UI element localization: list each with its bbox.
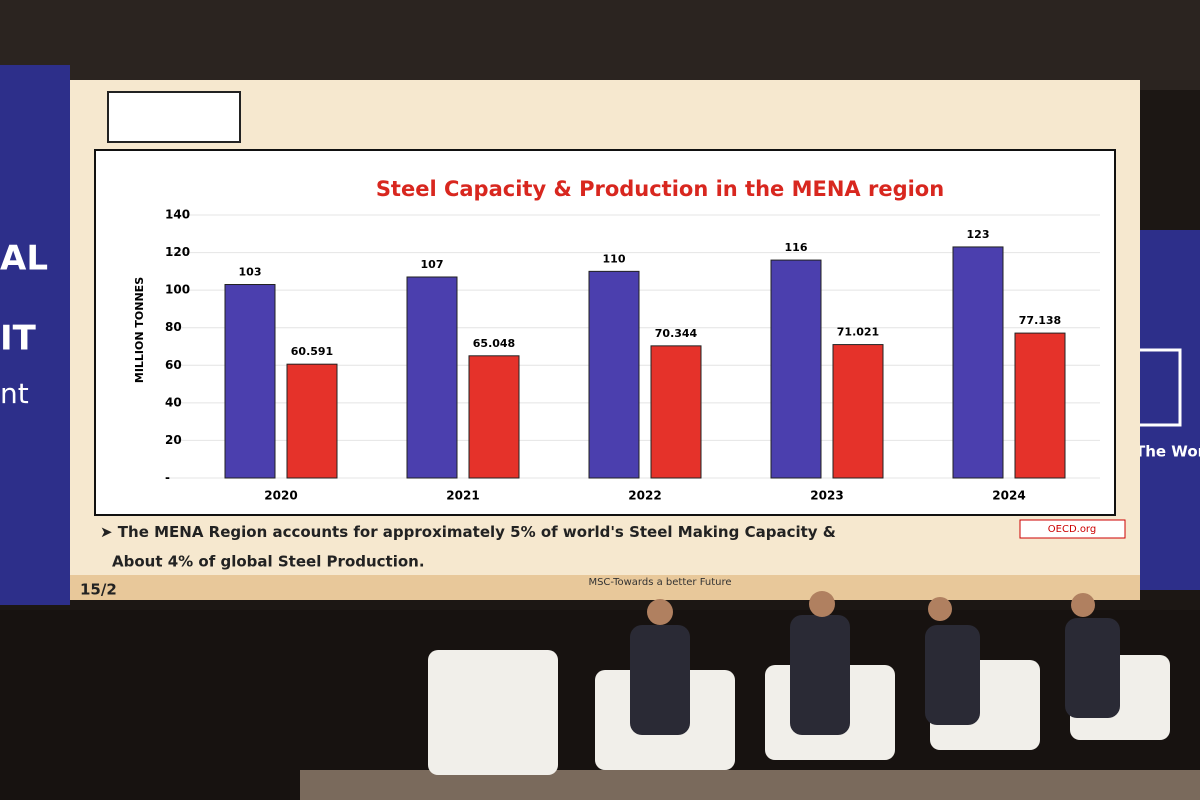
data-label: 65.048 [473, 337, 515, 350]
source: OECD.org [1048, 524, 1096, 535]
y-tick-label: 120 [165, 245, 190, 259]
x-tick-label: 2021 [446, 489, 479, 503]
x-tick-label: 2024 [992, 489, 1025, 503]
banner-text: IT [0, 319, 37, 359]
x-tick-label: 2022 [628, 489, 661, 503]
data-label: 110 [603, 252, 626, 265]
slide-note: About 4% of global Steel Production. [112, 553, 425, 571]
bar [650, 345, 702, 479]
data-label: 70.344 [655, 327, 698, 340]
bar [406, 276, 458, 479]
chart-title: Steel Capacity & Production in the MENA … [376, 177, 944, 201]
bar [770, 259, 822, 479]
bar [224, 284, 276, 479]
y-tick-label: 80 [165, 320, 182, 334]
bar [286, 363, 338, 479]
y-tick-label: 40 [165, 395, 182, 409]
bar [588, 270, 640, 479]
person-head [928, 597, 952, 621]
banner-text: nt [0, 377, 29, 410]
chair [428, 650, 558, 775]
data-label: 116 [785, 241, 808, 254]
data-label: 123 [967, 228, 990, 241]
y-tick-label: 100 [165, 283, 190, 297]
page-number: 15/2 [80, 581, 117, 599]
y-tick-label: - [165, 471, 170, 485]
data-label: 77.138 [1019, 314, 1061, 327]
person [790, 615, 850, 735]
bar [1014, 332, 1066, 479]
x-tick-label: 2023 [810, 489, 843, 503]
data-label: 103 [239, 266, 262, 279]
speakers [630, 591, 1120, 735]
data-label: 107 [421, 258, 444, 271]
person [925, 625, 980, 725]
ceiling [0, 0, 1200, 90]
footer-text: MSC-Towards a better Future [588, 577, 731, 588]
x-tick-label: 2020 [264, 489, 297, 503]
y-tick-label: 140 [165, 208, 190, 222]
banner-tagline: The World's [1135, 443, 1200, 461]
person-head [1071, 593, 1095, 617]
note-text: The MENA Region accounts for approximate… [118, 523, 836, 541]
person-head [809, 591, 835, 617]
slide-note: ➤ The MENA Region accounts for approxima… [100, 523, 836, 541]
y-axis-label: MILLION TONNES [133, 277, 146, 383]
y-tick-label: 20 [165, 433, 182, 447]
left-banner [0, 65, 70, 605]
source-box [1019, 519, 1126, 539]
bar [468, 355, 520, 479]
banner-text: AL [0, 239, 48, 279]
person [630, 625, 690, 735]
bar [952, 246, 1004, 479]
data-label: 71.021 [837, 326, 879, 339]
data-label: 60.591 [291, 345, 333, 358]
bar [832, 344, 884, 479]
person [1065, 618, 1120, 718]
logo [107, 91, 241, 143]
footer-bar [70, 575, 1140, 600]
person-head [647, 599, 673, 625]
y-tick-label: 60 [165, 358, 182, 372]
